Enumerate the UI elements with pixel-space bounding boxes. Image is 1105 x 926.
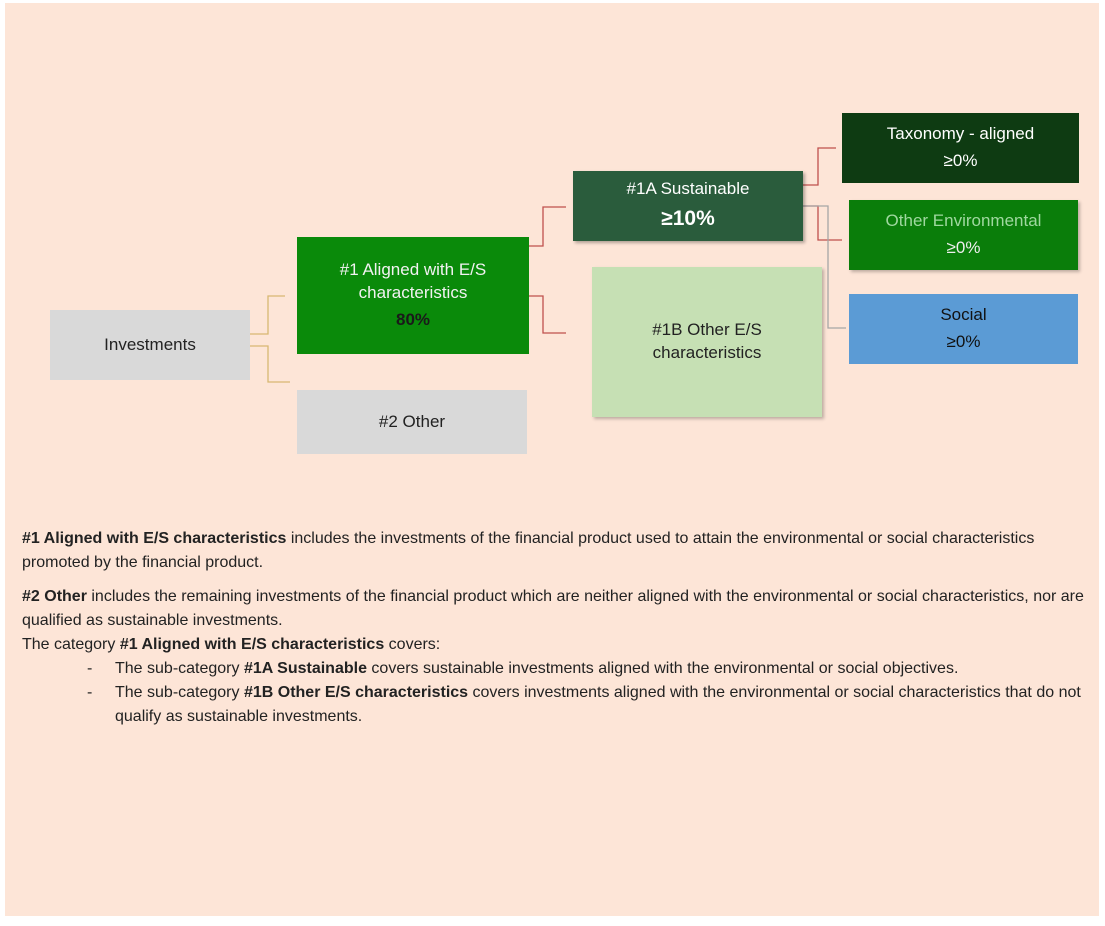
bold-term: #1 Aligned with E/S characteristics bbox=[119, 636, 385, 653]
paragraph: #1 Aligned with E/S characteristics incl… bbox=[22, 527, 1087, 575]
connector bbox=[803, 147, 836, 186]
node-other-environmental: Other Environmental ≥0% bbox=[849, 200, 1078, 270]
node-other: #2 Other bbox=[297, 390, 527, 454]
node-taxonomy: Taxonomy - aligned ≥0% bbox=[842, 113, 1079, 183]
bullet: The sub-category #1B Other E/S character… bbox=[22, 681, 1087, 729]
connector bbox=[803, 205, 842, 241]
text: The category bbox=[22, 636, 120, 653]
node-value: ≥0% bbox=[943, 151, 978, 170]
node-value: ≥10% bbox=[661, 207, 715, 231]
bold-term: #1B Other E/S characteristics bbox=[243, 684, 469, 701]
paragraph: #2 Other includes the remaining investme… bbox=[22, 585, 1087, 633]
node-label: #1A Sustainable bbox=[626, 179, 750, 199]
text: includes the remaining investments of th… bbox=[22, 588, 1084, 629]
connector bbox=[529, 206, 566, 247]
node-social: Social ≥0% bbox=[849, 294, 1078, 364]
bold-term: #2 Other bbox=[22, 588, 87, 605]
description: #1 Aligned with E/S characteristics incl… bbox=[22, 527, 1087, 729]
node-sustainable: #1A Sustainable ≥10% bbox=[573, 171, 803, 241]
node-label: #2 Other bbox=[378, 411, 446, 431]
node-value: 80% bbox=[395, 309, 431, 329]
node-label: #1B Other E/S characteristics bbox=[652, 320, 762, 362]
connector bbox=[529, 295, 566, 334]
node-value: ≥0% bbox=[946, 332, 981, 351]
bullet-list: The sub-category #1A Sustainable covers … bbox=[22, 657, 1087, 729]
bold-term: #1A Sustainable bbox=[243, 660, 367, 677]
text: covers: bbox=[384, 636, 441, 653]
text: The sub-category bbox=[115, 660, 244, 677]
node-label: Taxonomy - aligned bbox=[886, 124, 1035, 144]
text: The sub-category bbox=[115, 684, 244, 701]
bullet: The sub-category #1A Sustainable covers … bbox=[22, 657, 1087, 681]
connector bbox=[250, 345, 290, 383]
node-label: Other Environmental bbox=[885, 211, 1042, 231]
node-other-es: #1B Other E/S characteristics bbox=[592, 267, 822, 417]
text: covers sustainable investments aligned w… bbox=[366, 660, 959, 677]
bold-term: #1 Aligned with E/S characteristics bbox=[22, 530, 287, 547]
text: covers investments aligned with the envi… bbox=[115, 684, 1081, 725]
node-aligned: #1 Aligned with E/S characteristics 80% bbox=[297, 237, 529, 354]
node-label: #1 Aligned with E/S characteristics bbox=[339, 260, 487, 303]
connector bbox=[250, 295, 285, 335]
node-investments: Investments bbox=[50, 310, 250, 380]
connector bbox=[803, 205, 846, 329]
paragraph: The category #1 Aligned with E/S charact… bbox=[22, 633, 1087, 657]
text: includes the investments of the financia… bbox=[22, 530, 1035, 571]
node-label: Investments bbox=[104, 334, 196, 354]
node-value: ≥0% bbox=[946, 238, 981, 257]
node-label: Social bbox=[940, 305, 987, 325]
